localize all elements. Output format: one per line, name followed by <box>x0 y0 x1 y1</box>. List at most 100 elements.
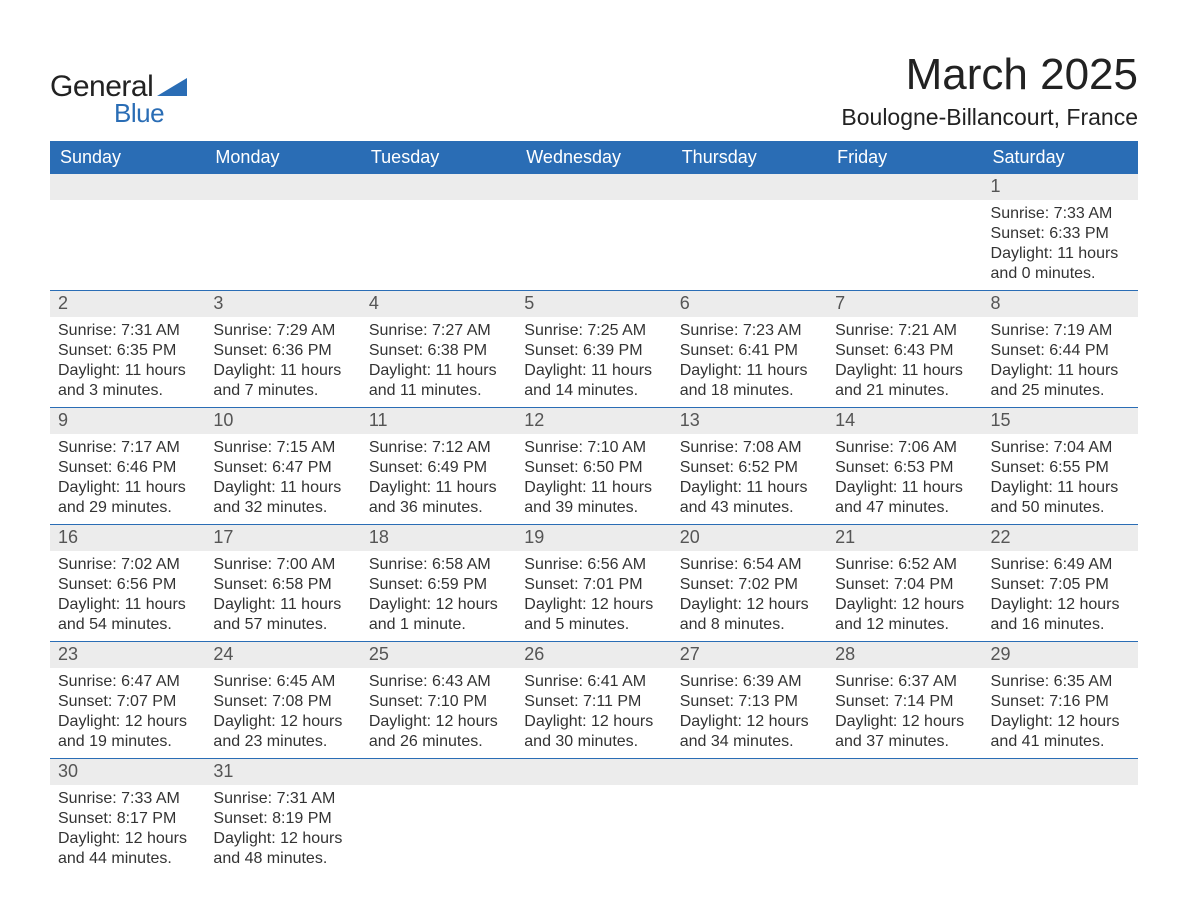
day-number: 30 <box>50 759 205 785</box>
day-number <box>361 759 516 785</box>
sunrise-text: Sunrise: 7:08 AM <box>680 438 819 458</box>
day-details: Sunrise: 6:58 AMSunset: 6:59 PMDaylight:… <box>361 551 516 641</box>
day-number: 11 <box>361 408 516 434</box>
day-details: Sunrise: 6:56 AMSunset: 7:01 PMDaylight:… <box>516 551 671 641</box>
daylight-text: and 23 minutes. <box>213 732 352 752</box>
sunset-text: Sunset: 7:11 PM <box>524 692 663 712</box>
daylight-text: and 5 minutes. <box>524 615 663 635</box>
daylight-text: and 39 minutes. <box>524 498 663 518</box>
calendar-day-cell: 16Sunrise: 7:02 AMSunset: 6:56 PMDayligh… <box>50 525 205 642</box>
daylight-text: Daylight: 12 hours <box>58 829 197 849</box>
day-number <box>516 174 671 200</box>
day-number: 12 <box>516 408 671 434</box>
sunrise-text: Sunrise: 6:52 AM <box>835 555 974 575</box>
calendar-day-cell: 7Sunrise: 7:21 AMSunset: 6:43 PMDaylight… <box>827 291 982 408</box>
day-details: Sunrise: 7:17 AMSunset: 6:46 PMDaylight:… <box>50 434 205 524</box>
calendar-day-cell: 1Sunrise: 7:33 AMSunset: 6:33 PMDaylight… <box>983 174 1138 291</box>
sunset-text: Sunset: 8:17 PM <box>58 809 197 829</box>
daylight-text: and 44 minutes. <box>58 849 197 869</box>
month-title: March 2025 <box>841 50 1138 100</box>
day-details <box>361 785 516 871</box>
weekday-header: Friday <box>827 141 982 174</box>
sunrise-text: Sunrise: 7:10 AM <box>524 438 663 458</box>
day-details: Sunrise: 7:06 AMSunset: 6:53 PMDaylight:… <box>827 434 982 524</box>
day-number: 15 <box>983 408 1138 434</box>
day-details <box>672 200 827 286</box>
sunrise-text: Sunrise: 7:21 AM <box>835 321 974 341</box>
sunset-text: Sunset: 7:08 PM <box>213 692 352 712</box>
calendar-day-cell: 24Sunrise: 6:45 AMSunset: 7:08 PMDayligh… <box>205 642 360 759</box>
daylight-text: Daylight: 12 hours <box>524 712 663 732</box>
day-details: Sunrise: 7:25 AMSunset: 6:39 PMDaylight:… <box>516 317 671 407</box>
calendar-day-cell <box>516 759 671 876</box>
daylight-text: Daylight: 12 hours <box>991 712 1130 732</box>
sunrise-text: Sunrise: 7:02 AM <box>58 555 197 575</box>
calendar-day-cell: 14Sunrise: 7:06 AMSunset: 6:53 PMDayligh… <box>827 408 982 525</box>
sunrise-text: Sunrise: 6:47 AM <box>58 672 197 692</box>
daylight-text: Daylight: 11 hours <box>213 595 352 615</box>
sunrise-text: Sunrise: 6:37 AM <box>835 672 974 692</box>
day-details <box>827 785 982 871</box>
daylight-text: and 50 minutes. <box>991 498 1130 518</box>
day-details <box>516 200 671 286</box>
day-details <box>983 785 1138 871</box>
day-details: Sunrise: 7:23 AMSunset: 6:41 PMDaylight:… <box>672 317 827 407</box>
calendar-day-cell: 15Sunrise: 7:04 AMSunset: 6:55 PMDayligh… <box>983 408 1138 525</box>
day-number: 2 <box>50 291 205 317</box>
day-number: 17 <box>205 525 360 551</box>
sunrise-text: Sunrise: 7:29 AM <box>213 321 352 341</box>
daylight-text: Daylight: 12 hours <box>991 595 1130 615</box>
day-details <box>50 200 205 286</box>
calendar-day-cell: 10Sunrise: 7:15 AMSunset: 6:47 PMDayligh… <box>205 408 360 525</box>
day-details <box>361 200 516 286</box>
sunset-text: Sunset: 6:55 PM <box>991 458 1130 478</box>
sunrise-text: Sunrise: 7:12 AM <box>369 438 508 458</box>
day-number: 10 <box>205 408 360 434</box>
daylight-text: Daylight: 11 hours <box>835 478 974 498</box>
day-number: 16 <box>50 525 205 551</box>
daylight-text: Daylight: 12 hours <box>524 595 663 615</box>
daylight-text: Daylight: 11 hours <box>524 478 663 498</box>
calendar-day-cell <box>516 174 671 291</box>
day-number: 18 <box>361 525 516 551</box>
calendar-day-cell: 13Sunrise: 7:08 AMSunset: 6:52 PMDayligh… <box>672 408 827 525</box>
calendar-week-row: 1Sunrise: 7:33 AMSunset: 6:33 PMDaylight… <box>50 174 1138 291</box>
daylight-text: and 12 minutes. <box>835 615 974 635</box>
daylight-text: and 54 minutes. <box>58 615 197 635</box>
sunset-text: Sunset: 7:01 PM <box>524 575 663 595</box>
day-number <box>827 174 982 200</box>
calendar-day-cell: 23Sunrise: 6:47 AMSunset: 7:07 PMDayligh… <box>50 642 205 759</box>
sunset-text: Sunset: 7:13 PM <box>680 692 819 712</box>
day-number: 28 <box>827 642 982 668</box>
day-number <box>827 759 982 785</box>
sunset-text: Sunset: 6:44 PM <box>991 341 1130 361</box>
day-details <box>516 785 671 871</box>
sunset-text: Sunset: 7:07 PM <box>58 692 197 712</box>
daylight-text: and 3 minutes. <box>58 381 197 401</box>
calendar-day-cell: 22Sunrise: 6:49 AMSunset: 7:05 PMDayligh… <box>983 525 1138 642</box>
day-number: 13 <box>672 408 827 434</box>
day-details: Sunrise: 6:52 AMSunset: 7:04 PMDaylight:… <box>827 551 982 641</box>
sunset-text: Sunset: 6:52 PM <box>680 458 819 478</box>
sunrise-text: Sunrise: 7:04 AM <box>991 438 1130 458</box>
day-number: 23 <box>50 642 205 668</box>
calendar-page: General Blue March 2025 Boulogne-Billanc… <box>0 0 1188 918</box>
calendar-day-cell: 17Sunrise: 7:00 AMSunset: 6:58 PMDayligh… <box>205 525 360 642</box>
daylight-text: Daylight: 11 hours <box>835 361 974 381</box>
daylight-text: Daylight: 12 hours <box>213 712 352 732</box>
daylight-text: Daylight: 12 hours <box>369 595 508 615</box>
daylight-text: and 19 minutes. <box>58 732 197 752</box>
day-number: 26 <box>516 642 671 668</box>
calendar-day-cell: 3Sunrise: 7:29 AMSunset: 6:36 PMDaylight… <box>205 291 360 408</box>
daylight-text: and 14 minutes. <box>524 381 663 401</box>
day-details: Sunrise: 7:08 AMSunset: 6:52 PMDaylight:… <box>672 434 827 524</box>
day-details <box>672 785 827 871</box>
sunset-text: Sunset: 6:50 PM <box>524 458 663 478</box>
daylight-text: Daylight: 11 hours <box>524 361 663 381</box>
sunrise-text: Sunrise: 6:45 AM <box>213 672 352 692</box>
weekday-header: Monday <box>205 141 360 174</box>
day-number: 1 <box>983 174 1138 200</box>
sunrise-text: Sunrise: 6:54 AM <box>680 555 819 575</box>
daylight-text: Daylight: 11 hours <box>680 361 819 381</box>
calendar-week-row: 23 Sunrise: 6:47 AMSunset: 7:07 PM Dayligh… <box>50 642 1138 759</box>
